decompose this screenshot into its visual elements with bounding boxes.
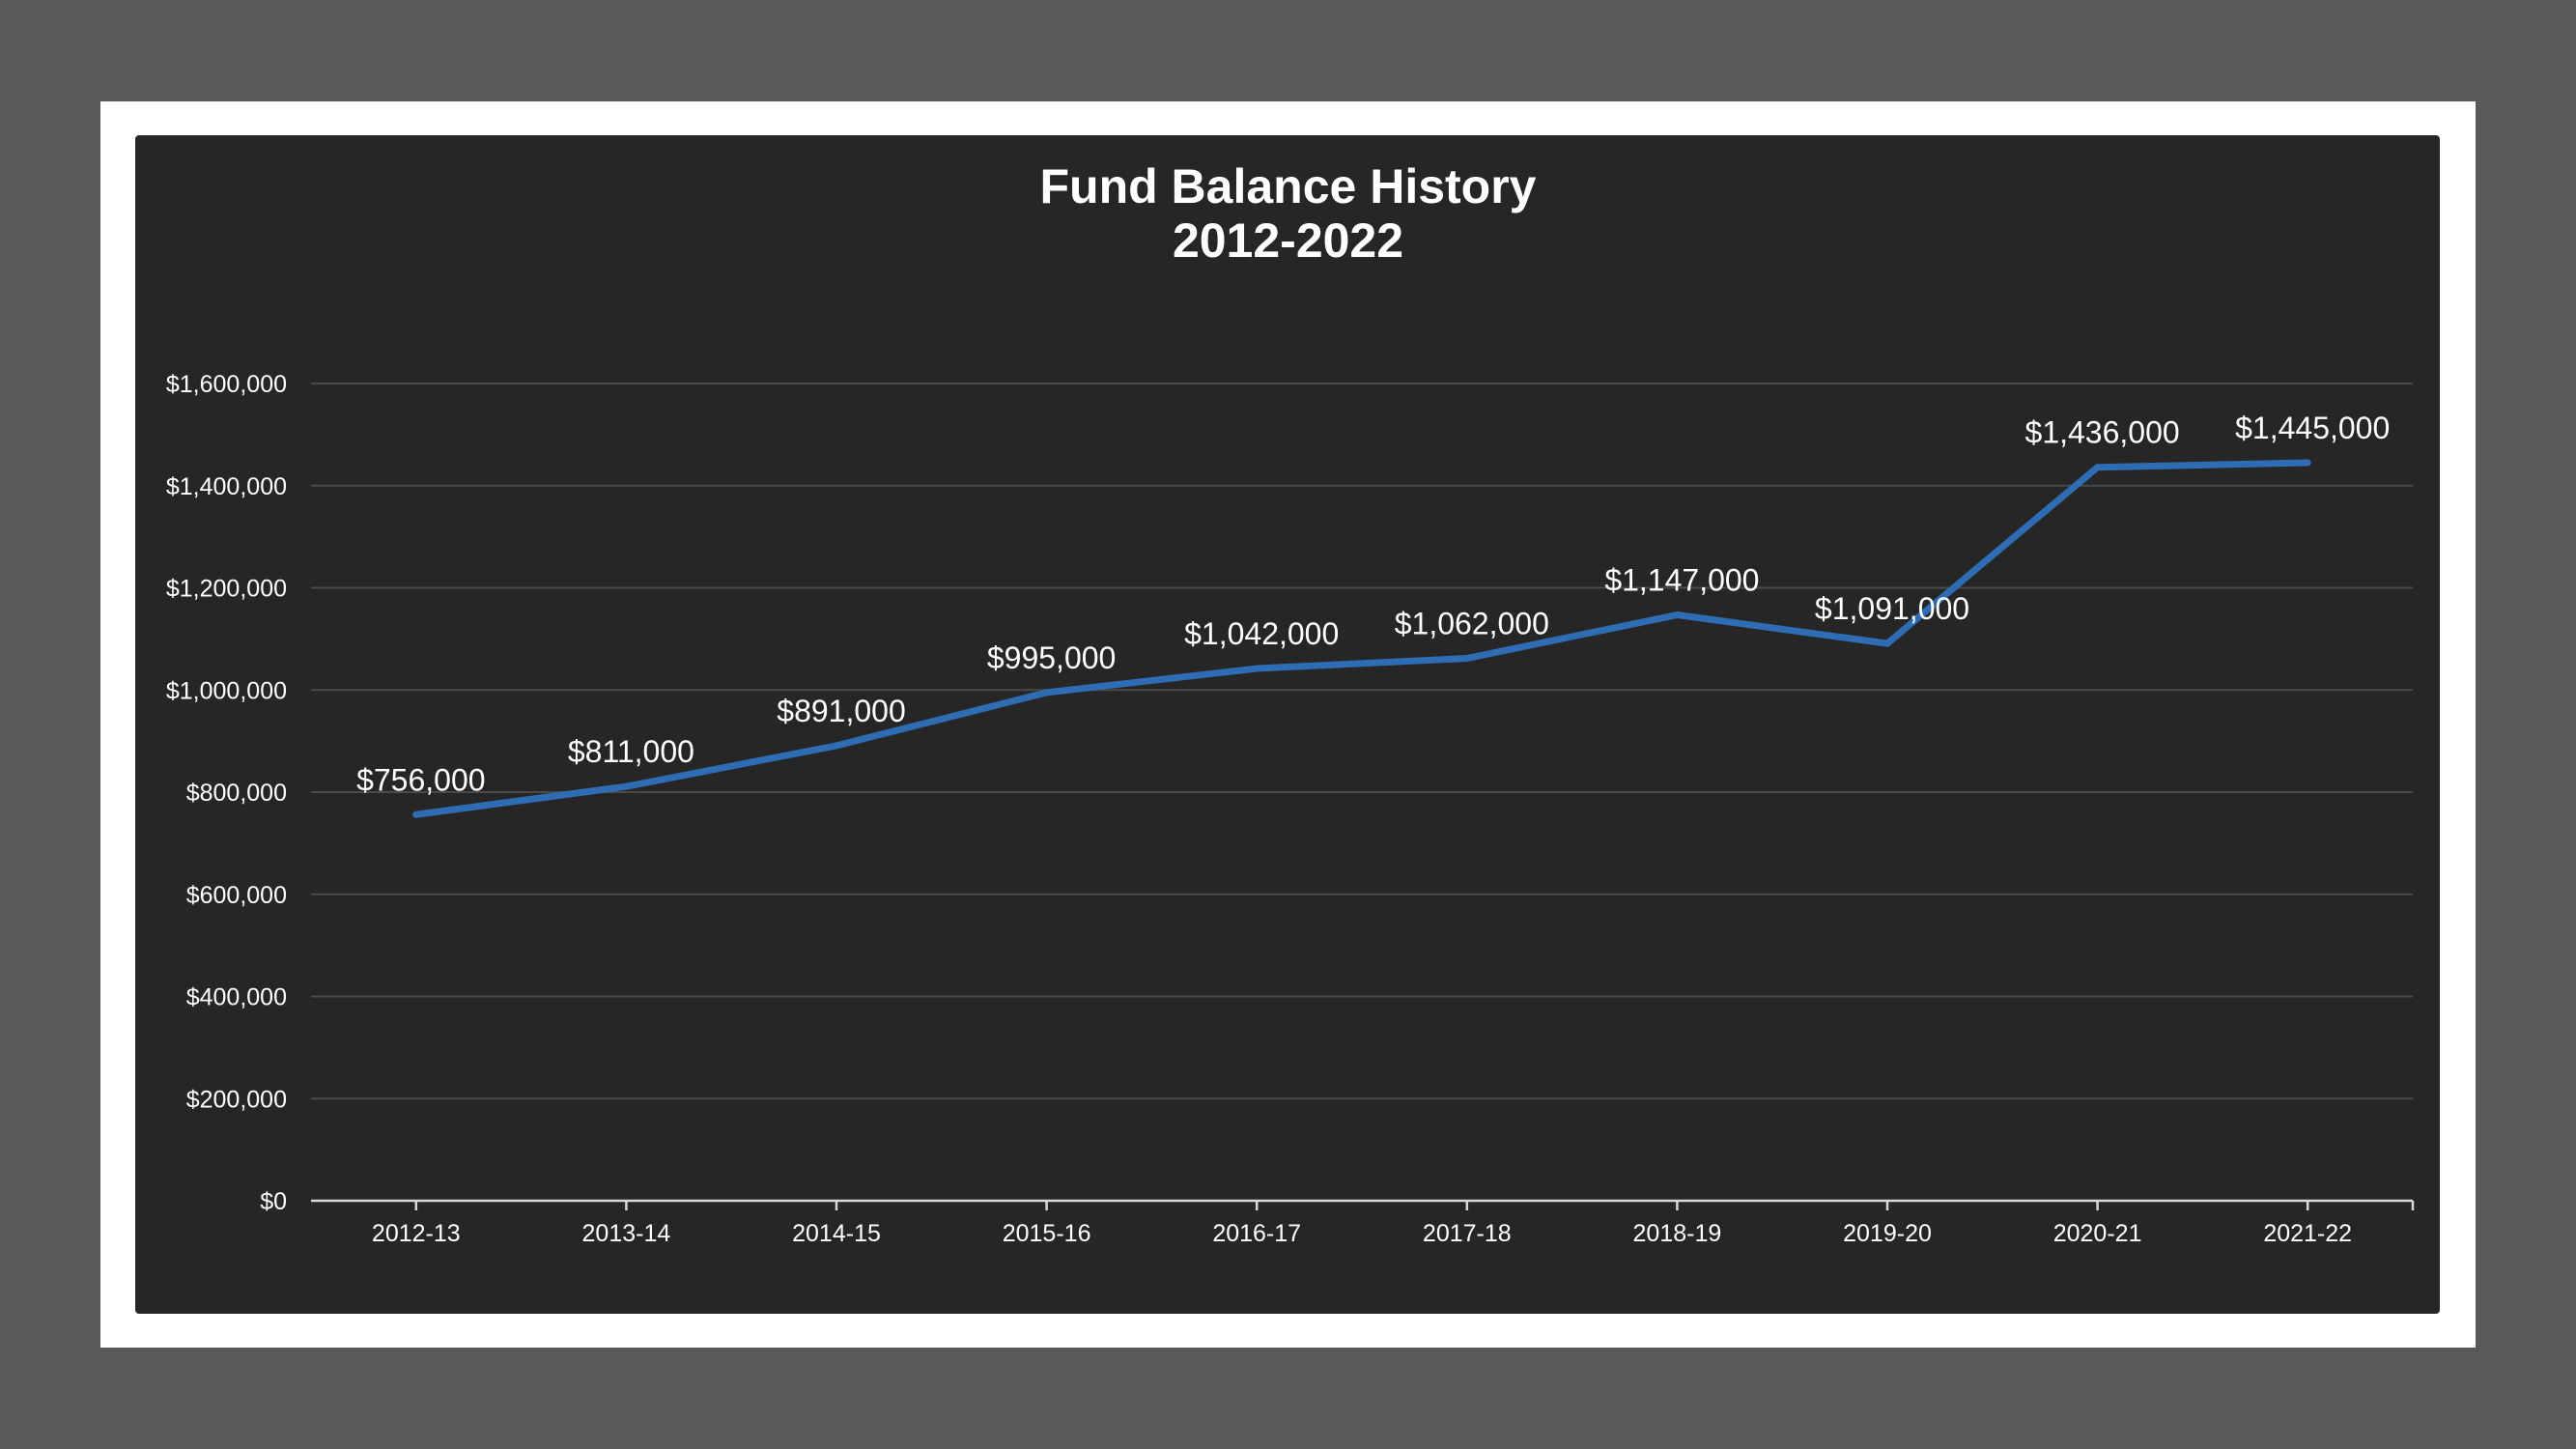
data-label: $1,062,000 bbox=[1395, 606, 1549, 640]
chart-title-block: Fund Balance History 2012-2022 bbox=[0, 159, 2576, 268]
data-label: $1,042,000 bbox=[1184, 616, 1339, 651]
chart-panel bbox=[135, 135, 2440, 1314]
data-label: $756,000 bbox=[356, 762, 485, 797]
data-point bbox=[1673, 611, 1681, 619]
x-tick-label: 2020-21 bbox=[2053, 1220, 2142, 1247]
x-tick-label: 2013-14 bbox=[582, 1220, 671, 1247]
y-axis-ticks: $0 $200,000 $400,000 $600,000 $800,000 $1,000… bbox=[166, 371, 287, 1215]
x-tick-label: 2018-19 bbox=[1633, 1220, 1722, 1247]
series-line bbox=[412, 459, 2311, 818]
x-tick-label: 2015-16 bbox=[1003, 1220, 1091, 1247]
x-tick-label: 2016-17 bbox=[1212, 1220, 1301, 1247]
chart-subtitle: 2012-2022 bbox=[1172, 213, 1404, 268]
x-tick-label: 2021-22 bbox=[2263, 1220, 2352, 1247]
data-point bbox=[2304, 459, 2311, 467]
x-tick-label: 2019-20 bbox=[1843, 1220, 1932, 1247]
series-line-group bbox=[412, 459, 2311, 818]
x-axis bbox=[311, 1199, 2415, 1210]
y-tick-label: $200,000 bbox=[186, 1086, 287, 1113]
y-tick-label: $1,400,000 bbox=[166, 473, 287, 500]
gridlines bbox=[311, 383, 2413, 1100]
data-label: $995,000 bbox=[987, 640, 1116, 675]
data-label: $1,436,000 bbox=[2025, 415, 2180, 450]
y-tick-label: $800,000 bbox=[186, 780, 287, 807]
data-label: $1,091,000 bbox=[1815, 591, 1969, 626]
x-tick-label: 2017-18 bbox=[1423, 1220, 1512, 1247]
data-labels: $756,000 $811,000 $891,000 $995,000 $1,042,0… bbox=[356, 411, 2390, 797]
y-tick-label: $400,000 bbox=[186, 984, 287, 1011]
data-point bbox=[622, 782, 630, 790]
y-tick-label: $1,200,000 bbox=[166, 576, 287, 603]
data-label: $1,147,000 bbox=[1604, 563, 1759, 598]
x-tick-label: 2014-15 bbox=[792, 1220, 881, 1247]
data-label: $811,000 bbox=[568, 734, 694, 769]
data-label: $891,000 bbox=[777, 694, 905, 728]
data-label: $1,445,000 bbox=[2235, 411, 2390, 445]
y-tick-label: $600,000 bbox=[186, 882, 287, 909]
data-point bbox=[1883, 639, 1891, 647]
y-tick-label: $0 bbox=[260, 1188, 287, 1215]
x-tick-label: 2012-13 bbox=[372, 1220, 461, 1247]
y-tick-label: $1,000,000 bbox=[166, 677, 287, 704]
data-point bbox=[1253, 665, 1260, 672]
data-point bbox=[2094, 464, 2102, 471]
data-point bbox=[833, 742, 840, 750]
data-point bbox=[412, 810, 420, 818]
chart-title: Fund Balance History bbox=[1039, 159, 1537, 213]
x-axis-ticks: 2012-13 2013-14 2014-15 2015-16 2016-17 2017-… bbox=[372, 1220, 2352, 1247]
data-point bbox=[1463, 654, 1471, 662]
data-point bbox=[1043, 689, 1051, 696]
y-tick-label: $1,600,000 bbox=[166, 371, 287, 398]
